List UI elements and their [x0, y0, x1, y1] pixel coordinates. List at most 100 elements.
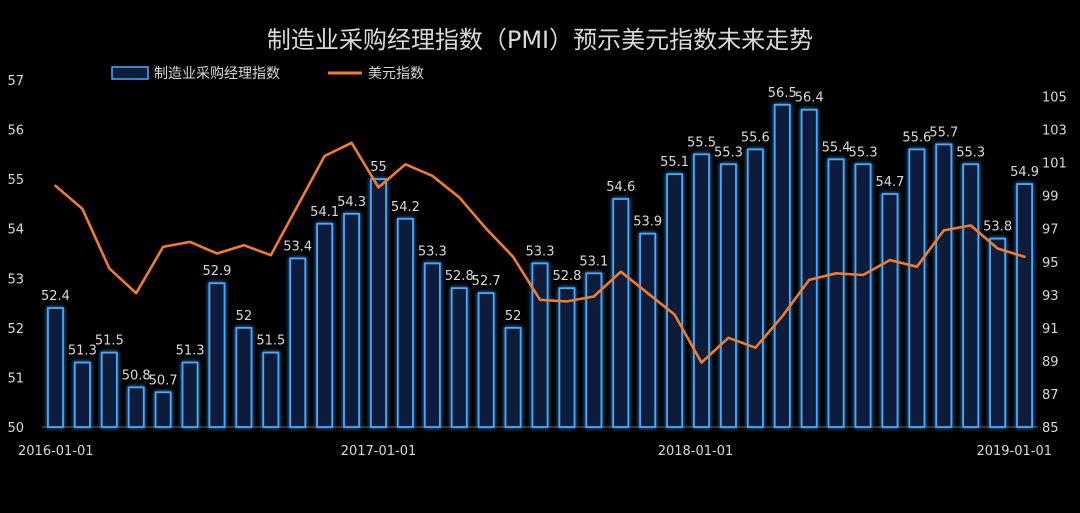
- pmi-bar: [693, 153, 710, 428]
- pmi-bar: [208, 282, 226, 428]
- y-right-tick-label: 85: [1042, 421, 1059, 436]
- pmi-bar: [800, 108, 818, 428]
- pmi-value-label: 55.6: [902, 130, 931, 145]
- pmi-value-label: 55: [370, 160, 387, 175]
- pmi-bar: [396, 217, 414, 428]
- pmi-bar: [262, 351, 280, 428]
- pmi-value-label: 52.7: [472, 274, 501, 289]
- pmi-value-label: 54.6: [606, 180, 635, 195]
- pmi-bar: [639, 232, 657, 428]
- pmi-bar: [558, 287, 576, 428]
- pmi-bar: [100, 351, 118, 428]
- pmi-bar: [854, 163, 872, 428]
- usd-index-point: [485, 227, 487, 230]
- pmi-bar: [908, 148, 926, 428]
- pmi-bar: [935, 143, 953, 428]
- pmi-bar: [612, 198, 630, 428]
- usd-index-point: [566, 300, 568, 303]
- pmi-value-label: 53.4: [283, 239, 312, 254]
- pmi-bar: [746, 148, 764, 428]
- usd-index-point: [942, 229, 945, 232]
- pmi-bar: [531, 262, 549, 428]
- usd-index-point: [539, 298, 541, 301]
- usd-index-point: [54, 184, 57, 187]
- usd-index-point: [377, 186, 380, 189]
- pmi-value-label: 56.5: [768, 86, 797, 101]
- usd-index-point: [889, 259, 891, 261]
- x-tick-label: 2019-01-01: [976, 444, 1052, 459]
- pmi-value-label: 52.8: [552, 269, 581, 284]
- legend-line-label: 美元指数: [368, 66, 424, 82]
- usd-index-point: [916, 265, 918, 268]
- pmi-bar: [1016, 183, 1033, 428]
- pmi-bar: [719, 163, 737, 428]
- y-left-tick-label: 56: [7, 124, 24, 139]
- y-left-tick-label: 54: [7, 223, 24, 238]
- x-tick-label: 2016-01-01: [18, 444, 94, 459]
- pmi-bar: [477, 292, 495, 428]
- pmi-bar: [450, 287, 468, 428]
- pmi-value-label: 50.8: [122, 368, 151, 383]
- pmi-value-label: 56.4: [795, 91, 824, 106]
- pmi-bar: [423, 262, 441, 428]
- chart-axes: 50 51 52 53 54 55 56 57 85 87 89 91 93 95 97 99 101 103 10…: [7, 74, 1066, 459]
- pmi-value-label: 54.1: [310, 205, 339, 220]
- pmi-value-label: 55.1: [660, 155, 689, 170]
- pmi-bar: [289, 257, 307, 428]
- pmi-value-label: 55.6: [741, 130, 770, 145]
- pmi-bar: [154, 391, 172, 428]
- usd-index-point: [404, 163, 407, 166]
- pmi-value-label: 51.3: [68, 344, 97, 359]
- pmi-value-label: 54.2: [391, 200, 420, 215]
- pmi-bar: [989, 237, 1007, 428]
- pmi-value-label: 55.3: [956, 145, 985, 160]
- usd-index-point: [1023, 256, 1026, 258]
- pmi-bar: [962, 163, 980, 428]
- pmi-bar: [773, 103, 791, 428]
- pmi-value-label: 54.9: [1010, 165, 1039, 180]
- pmi-value-label: 55.7: [929, 125, 958, 140]
- usd-index-point: [673, 313, 676, 316]
- usd-index-point: [512, 256, 514, 258]
- pmi-value-label: 52: [236, 309, 253, 324]
- pmi-bar: [181, 361, 199, 428]
- usd-index-point: [700, 361, 703, 364]
- pmi-value-label: 55.3: [849, 145, 878, 160]
- pmi-value-label: 53.8: [983, 220, 1012, 235]
- pmi-value-label: 55.3: [714, 145, 743, 160]
- pmi-value-label: 53.3: [526, 244, 555, 259]
- legend-bar-label: 制造业采购经理指数: [154, 66, 280, 82]
- pmi-value-label: 52.4: [41, 289, 70, 304]
- pmi-bar: [666, 173, 684, 428]
- pmi-bar: [47, 307, 64, 428]
- usd-index-point: [646, 292, 649, 294]
- usd-index-point: [216, 252, 218, 255]
- usd-index-point: [162, 246, 164, 248]
- y-right-tick-label: 103: [1042, 124, 1067, 139]
- pmi-bar: [343, 212, 361, 428]
- usd-index-point: [808, 279, 810, 281]
- usd-index-point: [619, 270, 622, 273]
- y-left-tick-label: 50: [7, 421, 24, 436]
- usd-index-point: [323, 155, 326, 157]
- y-left-tick-label: 57: [7, 74, 24, 89]
- pmi-value-label: 50.7: [149, 373, 178, 388]
- usd-index-point: [835, 272, 837, 275]
- bar-series: [47, 103, 1033, 428]
- pmi-bar: [235, 326, 253, 428]
- usd-index-point: [969, 224, 972, 227]
- x-tick-label: 2018-01-01: [658, 444, 734, 459]
- y-left-tick-label: 51: [7, 371, 24, 386]
- usd-index-point: [593, 295, 595, 298]
- pmi-value-label: 52.9: [202, 264, 231, 279]
- pmi-value-label: 55.4: [822, 140, 851, 155]
- usd-index-point: [296, 204, 299, 207]
- usd-index-point: [862, 274, 864, 276]
- pmi-bar: [881, 193, 899, 428]
- usd-index-point: [781, 315, 784, 318]
- y-left-tick-label: 55: [7, 173, 24, 188]
- pmi-bar: [585, 272, 603, 428]
- y-right-tick-label: 91: [1042, 322, 1059, 337]
